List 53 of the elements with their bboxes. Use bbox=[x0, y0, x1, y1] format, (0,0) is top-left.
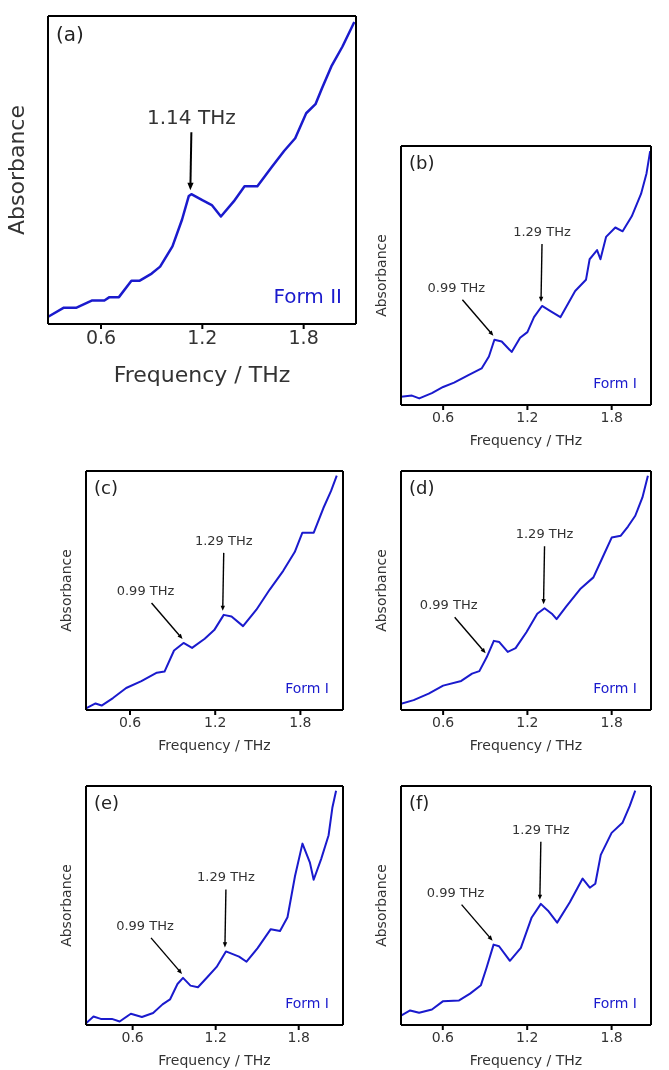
x-tick-label: 1.2 bbox=[516, 1028, 539, 1045]
annotation: Form I bbox=[285, 680, 329, 696]
x-tick-label: 1.2 bbox=[204, 1028, 227, 1045]
annotation: 1.29 THz bbox=[515, 526, 574, 542]
x-tick-label: 1.8 bbox=[288, 326, 319, 349]
x-tick-label: 1.2 bbox=[516, 408, 539, 425]
annotation: 0.99 THz bbox=[419, 597, 478, 613]
x-tick-label: 1.8 bbox=[600, 408, 623, 425]
annotation: 0.99 THz bbox=[116, 582, 175, 598]
y-axis-title: Absorbance bbox=[57, 549, 74, 632]
annotation: (c) bbox=[94, 477, 118, 498]
annotation: 1.29 THz bbox=[194, 532, 253, 548]
annotation: 0.99 THz bbox=[427, 279, 486, 295]
y-axis-title: Absorbance bbox=[372, 234, 389, 317]
x-tick-label: 1.2 bbox=[516, 713, 539, 730]
x-tick-label: 0.6 bbox=[118, 713, 142, 730]
annotation: Form I bbox=[593, 375, 637, 391]
x-tick-label: 1.2 bbox=[204, 713, 227, 730]
annotation: 1.14 THz bbox=[147, 105, 236, 130]
x-axis-title: Frequency / THz bbox=[158, 737, 271, 753]
x-tick-label: 1.8 bbox=[600, 713, 623, 730]
annotation: 1.29 THz bbox=[197, 869, 255, 885]
annotation: Form II bbox=[273, 284, 342, 308]
annotation: (b) bbox=[409, 152, 435, 173]
x-tick-label: 1.8 bbox=[289, 713, 312, 730]
x-tick-label: 0.6 bbox=[432, 408, 455, 425]
annotation: Form I bbox=[285, 995, 329, 1011]
annotation: 1.29 THz bbox=[513, 223, 571, 239]
x-tick-label: 0.6 bbox=[432, 713, 455, 730]
y-axis-title: Absorbance bbox=[372, 549, 389, 632]
annotation: Form I bbox=[593, 680, 637, 696]
annotation: (d) bbox=[409, 477, 435, 498]
y-axis-title: Absorbance bbox=[372, 864, 389, 947]
annotation: 0.99 THz bbox=[116, 917, 174, 933]
annotation: 1.29 THz bbox=[512, 821, 570, 837]
x-tick-label: 0.6 bbox=[121, 1028, 144, 1045]
x-axis-title: Frequency / THz bbox=[469, 432, 583, 448]
x-tick-label: 0.6 bbox=[431, 1028, 455, 1045]
y-axis-title: Absorbance bbox=[3, 104, 29, 236]
x-axis-title: Frequency / THz bbox=[469, 737, 583, 753]
x-tick-label: 1.8 bbox=[287, 1028, 310, 1045]
x-tick-label: 1.8 bbox=[600, 1028, 623, 1045]
x-axis-title: Frequency / THz bbox=[113, 362, 291, 387]
x-tick-label: 1.2 bbox=[187, 326, 218, 349]
annotation: Form I bbox=[593, 995, 637, 1011]
x-axis-title: Frequency / THz bbox=[469, 1052, 583, 1068]
x-axis-title: Frequency / THz bbox=[158, 1052, 271, 1068]
annotation: (f) bbox=[409, 792, 430, 813]
x-tick-label: 0.6 bbox=[85, 326, 117, 349]
annotation: (e) bbox=[94, 792, 120, 813]
annotation: (a) bbox=[56, 22, 84, 46]
annotation: 0.99 THz bbox=[426, 884, 485, 900]
y-axis-title: Absorbance bbox=[57, 864, 74, 947]
